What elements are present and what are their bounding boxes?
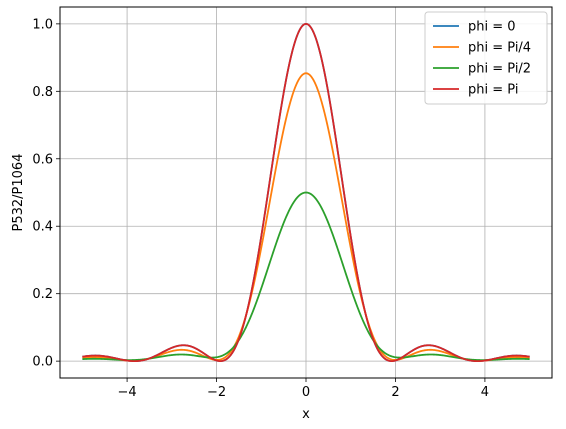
x-tick-label: −4 [118,385,137,400]
x-axis-label: x [302,407,310,422]
y-tick-label: 0.4 [32,220,53,235]
legend: phi = 0 phi = Pi/4 phi = Pi/2 phi = Pi [424,11,548,105]
legend-entry-2: phi = Pi/2 [468,62,531,77]
series-line-2 [82,191,530,361]
x-tick-label: 4 [481,385,489,400]
series-line-3 [82,22,530,363]
y-tick-label: 0.0 [32,355,53,370]
y-axis-label: P532/P1064 [11,154,26,232]
x-tick-label: 2 [391,385,399,400]
legend-entry-1: phi = Pi/4 [468,41,531,56]
legend-entry-0: phi = 0 [468,20,516,35]
legend-entry-3: phi = Pi [468,83,518,98]
y-tick-label: 1.0 [32,17,53,32]
y-tick-label: 0.6 [32,152,53,167]
legend-box [424,11,548,105]
ticks: −4 −2 0 2 4 0.0 0.2 0.4 0.6 0.8 1.0 [32,17,489,400]
y-tick-label: 0.2 [32,287,53,302]
plot-lines [82,22,530,363]
y-tick-label: 0.8 [32,85,53,100]
x-tick-label: −2 [207,385,226,400]
x-tick-label: 0 [302,385,310,400]
